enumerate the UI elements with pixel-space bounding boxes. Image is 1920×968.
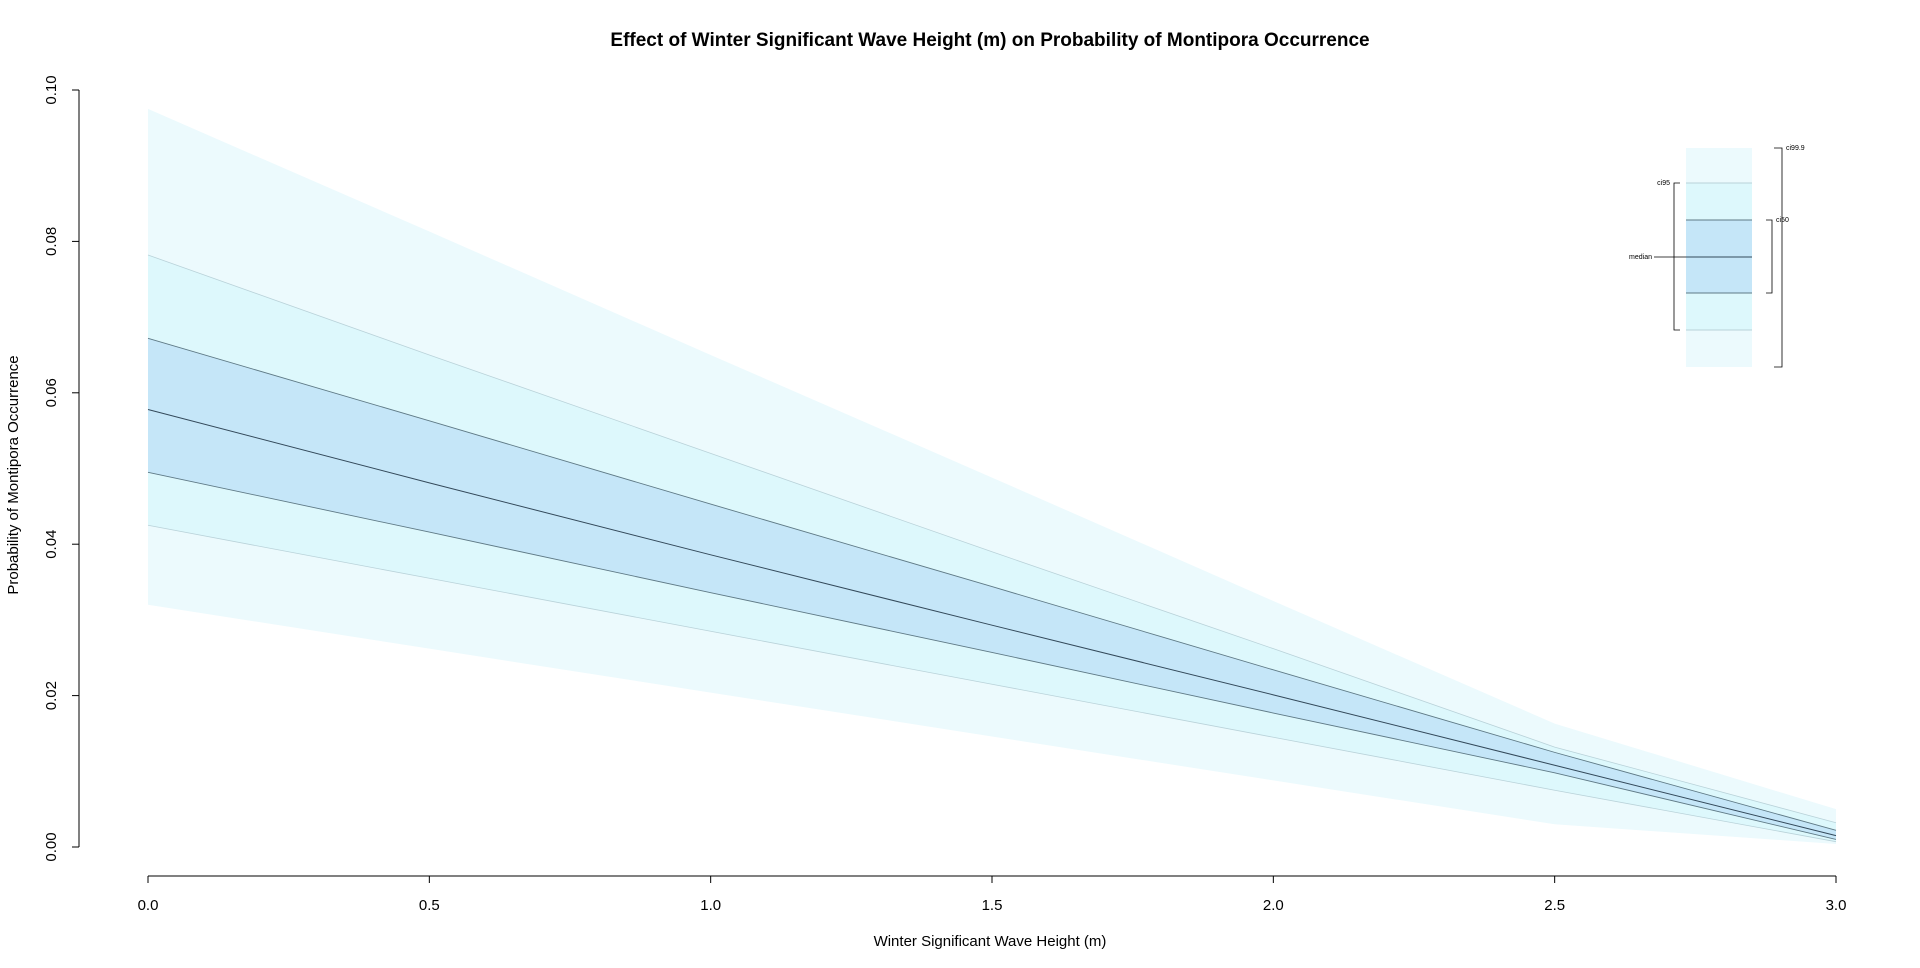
legend-ci50-swatch: [1686, 220, 1752, 293]
legend-ci50-bracket: [1766, 219, 1773, 294]
legend-ci50-label: ci50: [1776, 217, 1789, 224]
legend-ci95-bracket: [1673, 182, 1680, 331]
band-ci95: [148, 255, 1836, 842]
band-ci99-9: [148, 108, 1836, 844]
ci50-upper-line: [147, 337, 1837, 831]
ci95-lower-line: [147, 524, 1837, 843]
confidence-bands: [148, 108, 1836, 844]
legend-ci99-9-label: ci99.9: [1786, 145, 1805, 152]
legend-ci99-9-bracket: [1774, 147, 1783, 368]
legend-ci95-label: ci95: [1657, 180, 1670, 187]
x-tick-label: 3.0: [1826, 897, 1847, 914]
legend: ci95 median ci99.9 ci50: [1629, 145, 1805, 368]
x-tick-label: 2.5: [1544, 897, 1565, 914]
x-tick-label: 0.5: [419, 897, 440, 914]
axes: 0.0 0.5 1.0 1.5 2.0 2.5 3.0 0.00 0.02 0.04 0.06 0.0…: [43, 75, 1846, 914]
y-axis-label: Probability of Montipora Occurrence: [5, 355, 22, 594]
y-tick-label: 0.00: [43, 832, 60, 861]
y-tick-label: 0.04: [43, 530, 60, 559]
band-ci50: [148, 338, 1836, 840]
x-tick-label: 0.0: [138, 897, 159, 914]
legend-median-label: median: [1629, 254, 1652, 261]
y-tick-label: 0.02: [43, 681, 60, 710]
y-tick-label: 0.06: [43, 378, 60, 407]
ci95-upper-line: [147, 254, 1837, 824]
median-line: [147, 408, 1837, 837]
y-tick-label: 0.10: [43, 75, 60, 104]
x-tick-label: 1.5: [982, 897, 1003, 914]
x-tick-label: 2.0: [1263, 897, 1284, 914]
x-tick-label: 1.0: [700, 897, 721, 914]
ci50-lower-line: [147, 471, 1837, 840]
chart-title: Effect of Winter Significant Wave Height…: [610, 30, 1369, 51]
x-axis-label: Winter Significant Wave Height (m): [874, 933, 1107, 950]
y-tick-label: 0.08: [43, 227, 60, 256]
band-lines: [147, 254, 1837, 843]
